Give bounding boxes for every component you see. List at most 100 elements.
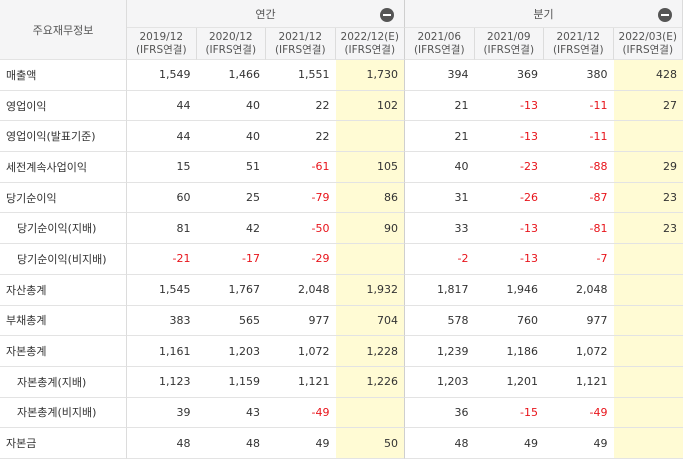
- column-period: 2021/12: [278, 30, 323, 43]
- value-cell: 49: [544, 428, 614, 459]
- value-cell: 48: [405, 428, 475, 459]
- column-basis: (IFRS연결): [552, 43, 604, 56]
- value-cell: -2: [405, 244, 475, 275]
- value-cell: -11: [544, 121, 614, 153]
- value-cell: 1,072: [266, 336, 336, 367]
- value-cell: 90: [335, 213, 405, 245]
- group-header: 분기: [405, 0, 683, 28]
- value-cell: [613, 336, 683, 367]
- value-cell: -29: [266, 244, 336, 275]
- value-cell: 102: [335, 90, 405, 122]
- value-cell: 2,048: [544, 275, 614, 306]
- group-header: 연간: [127, 0, 405, 28]
- value-cell: 23: [613, 182, 683, 214]
- value-cell: 22: [266, 91, 336, 122]
- value-cell: -23: [474, 152, 544, 183]
- value-cell: -87: [544, 183, 614, 214]
- value-cell: 1,201: [474, 367, 544, 398]
- value-cell: 1,203: [405, 367, 475, 398]
- value-cell: [335, 121, 405, 153]
- value-cell: 1,072: [544, 336, 614, 367]
- value-cell: -17: [196, 244, 266, 275]
- value-cell: 48: [127, 428, 197, 459]
- value-cell: 21: [405, 121, 475, 153]
- column-period: 2019/12: [139, 30, 184, 43]
- value-cell: 565: [196, 306, 266, 337]
- row-label: 당기순이익(비지배): [0, 244, 127, 275]
- value-cell: 36: [405, 398, 475, 429]
- column-period: 2021/09: [486, 30, 531, 43]
- value-cell: 1,817: [405, 275, 475, 306]
- value-cell: 380: [544, 60, 614, 91]
- value-cell: 43: [196, 398, 266, 429]
- row-label: 영업이익(발표기준): [0, 121, 127, 153]
- value-cell: 1,121: [544, 367, 614, 398]
- column-period: 2022/12(E): [340, 30, 399, 43]
- value-cell: 2,048: [266, 275, 336, 306]
- value-cell: -11: [544, 91, 614, 122]
- value-cell: [613, 305, 683, 337]
- value-cell: -50: [266, 213, 336, 245]
- column-basis: (IFRS연결): [413, 43, 465, 56]
- value-cell: 394: [405, 60, 475, 91]
- column-header: 2021/06 (IFRS연결): [405, 28, 475, 60]
- value-cell: 25: [196, 183, 266, 214]
- column-basis: (IFRS연결): [622, 43, 674, 56]
- value-cell: 977: [266, 306, 336, 337]
- value-cell: 29: [613, 152, 683, 183]
- column-header: 2022/12(E) (IFRS연결): [335, 28, 405, 60]
- column-basis: (IFRS연결): [205, 43, 257, 56]
- collapse-button[interactable]: [380, 8, 394, 22]
- column-period: 2021/06: [417, 30, 462, 43]
- value-cell: -61: [266, 152, 336, 183]
- value-cell: 81: [127, 213, 197, 245]
- value-cell: -13: [474, 91, 544, 122]
- value-cell: 1,159: [196, 367, 266, 398]
- value-cell: 40: [405, 152, 475, 183]
- value-cell: 105: [335, 152, 405, 183]
- value-cell: 31: [405, 183, 475, 214]
- value-cell: 1,549: [127, 60, 197, 91]
- value-cell: 50: [335, 428, 405, 459]
- value-cell: -13: [474, 121, 544, 153]
- value-cell: 21: [405, 91, 475, 122]
- value-cell: [335, 397, 405, 429]
- value-cell: [613, 274, 683, 306]
- row-label: 부채총계: [0, 305, 127, 337]
- column-period: 2020/12: [208, 30, 253, 43]
- column-basis: (IFRS연결): [274, 43, 326, 56]
- row-label: 당기순이익: [0, 182, 127, 214]
- column-period: 2021/12: [556, 30, 601, 43]
- column-basis: (IFRS연결): [135, 43, 187, 56]
- column-header: 2020/12 (IFRS연결): [196, 28, 266, 60]
- column-basis: (IFRS연결): [483, 43, 535, 56]
- value-cell: 27: [613, 90, 683, 122]
- value-cell: 44: [127, 121, 197, 153]
- value-cell: 1,121: [266, 367, 336, 398]
- value-cell: 40: [196, 91, 266, 122]
- value-cell: 383: [127, 306, 197, 337]
- value-cell: 1,123: [127, 367, 197, 398]
- value-cell: 15: [127, 152, 197, 183]
- value-cell: 1,466: [196, 60, 266, 91]
- value-cell: -79: [266, 183, 336, 214]
- value-cell: 1,767: [196, 275, 266, 306]
- value-cell: 49: [266, 428, 336, 459]
- value-cell: 1,730: [335, 60, 405, 91]
- value-cell: 40: [196, 121, 266, 153]
- row-label: 자본총계: [0, 336, 127, 367]
- column-basis: (IFRS연결): [344, 43, 396, 56]
- value-cell: 1,545: [127, 275, 197, 306]
- column-header: 2021/12 (IFRS연결): [266, 28, 336, 60]
- value-cell: 86: [335, 182, 405, 214]
- row-label: 매출액: [0, 60, 127, 91]
- collapse-button[interactable]: [658, 8, 672, 22]
- value-cell: 60: [127, 183, 197, 214]
- row-label: 자본금: [0, 428, 127, 459]
- value-cell: 1,186: [474, 336, 544, 367]
- value-cell: 22: [266, 121, 336, 153]
- value-cell: [335, 244, 405, 275]
- value-cell: 428: [613, 60, 683, 91]
- value-cell: -49: [266, 398, 336, 429]
